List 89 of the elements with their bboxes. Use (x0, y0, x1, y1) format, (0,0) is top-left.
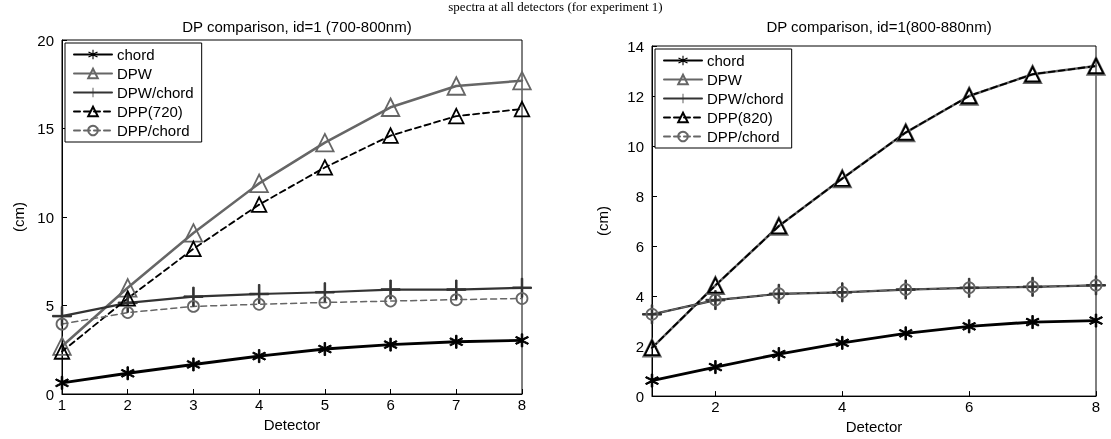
text: spectra at all detectors (for experiment 1) (447, 0, 664, 14)
point (185, 240, 202, 258)
legend-label: DPP(720) (117, 103, 183, 120)
point (449, 334, 464, 349)
y-tick-label: 15 (37, 120, 54, 137)
point (252, 349, 267, 364)
legend-label: chord (707, 52, 745, 69)
point (448, 107, 465, 125)
point (446, 76, 466, 96)
point (55, 317, 69, 331)
y-tick-label: 14 (627, 37, 644, 55)
point (315, 133, 335, 153)
point (250, 196, 268, 213)
y-axis-title: (cm) (10, 202, 28, 232)
point (512, 71, 532, 91)
point (1089, 313, 1103, 328)
point (382, 127, 399, 144)
chart-title: DP comparison, id=1(800-880nm) (766, 18, 992, 35)
point (449, 293, 463, 307)
point (120, 366, 135, 381)
point (512, 277, 532, 298)
x-tick-label: 2 (711, 398, 720, 416)
point (249, 173, 269, 194)
legend-label: DPW/chord (707, 90, 784, 107)
point (252, 297, 266, 311)
y-tick-label: 4 (635, 287, 644, 305)
y-tick-label: 10 (37, 208, 54, 226)
legend-label: DPP(820) (707, 109, 773, 126)
point (186, 357, 201, 372)
point (183, 286, 204, 307)
y-tick-label: 0 (635, 387, 644, 405)
x-tick-label: 1 (57, 396, 67, 413)
point (118, 278, 138, 298)
point (645, 373, 659, 388)
x-axis-title: Detector (263, 415, 321, 433)
x-tick-label: 3 (189, 396, 198, 413)
point (53, 343, 71, 360)
y-tick-label: 8 (635, 187, 644, 205)
point (55, 375, 69, 390)
legend-label: chord (117, 46, 155, 63)
point (513, 100, 531, 118)
x-tick-label: 4 (838, 398, 847, 416)
x-tick-label: 8 (517, 396, 527, 413)
legend-label: DPW (707, 71, 743, 88)
x-tick-label: 5 (320, 396, 330, 413)
point (384, 294, 397, 308)
point (835, 335, 850, 350)
point (187, 299, 200, 313)
point (52, 336, 72, 356)
point (515, 333, 529, 348)
legend-label: DPP/chord (707, 128, 780, 145)
point (316, 159, 334, 176)
point (183, 223, 204, 243)
legend-label: DPW (117, 65, 153, 82)
legend-label: DPP/chord (117, 122, 190, 139)
point (898, 326, 913, 341)
y-axis-title: (cm) (594, 206, 611, 237)
point (446, 279, 467, 300)
point (52, 306, 72, 327)
y-tick-label: 2 (635, 337, 644, 355)
x-tick-label: 6 (386, 396, 395, 413)
y-tick-label: 20 (37, 31, 54, 49)
point (121, 306, 135, 319)
point (119, 290, 136, 307)
point (771, 347, 786, 362)
x-tick-label: 2 (123, 396, 132, 413)
y-tick-label: 0 (45, 385, 54, 403)
x-tick-label: 8 (1091, 398, 1101, 416)
x-tick-label: 4 (254, 396, 264, 413)
y-tick-label: 12 (627, 87, 644, 105)
point (318, 296, 332, 309)
point (314, 282, 335, 303)
x-tick-label: 7 (452, 396, 461, 413)
y-tick-label: 6 (635, 237, 644, 255)
point (249, 283, 270, 304)
point (383, 337, 398, 352)
point (708, 360, 723, 375)
chart-title: DP comparison, id=1 (700-800nm) (182, 18, 412, 35)
point (380, 97, 401, 117)
point (962, 319, 977, 334)
x-tick-label: 6 (964, 398, 974, 416)
point (515, 292, 529, 305)
x-axis-title: Detector (845, 418, 903, 435)
y-tick-label: 5 (45, 297, 54, 314)
legend-label: DPW/chord (117, 84, 194, 101)
point (380, 279, 401, 300)
point (317, 342, 332, 357)
point (1025, 315, 1040, 330)
y-tick-label: 10 (627, 137, 644, 155)
